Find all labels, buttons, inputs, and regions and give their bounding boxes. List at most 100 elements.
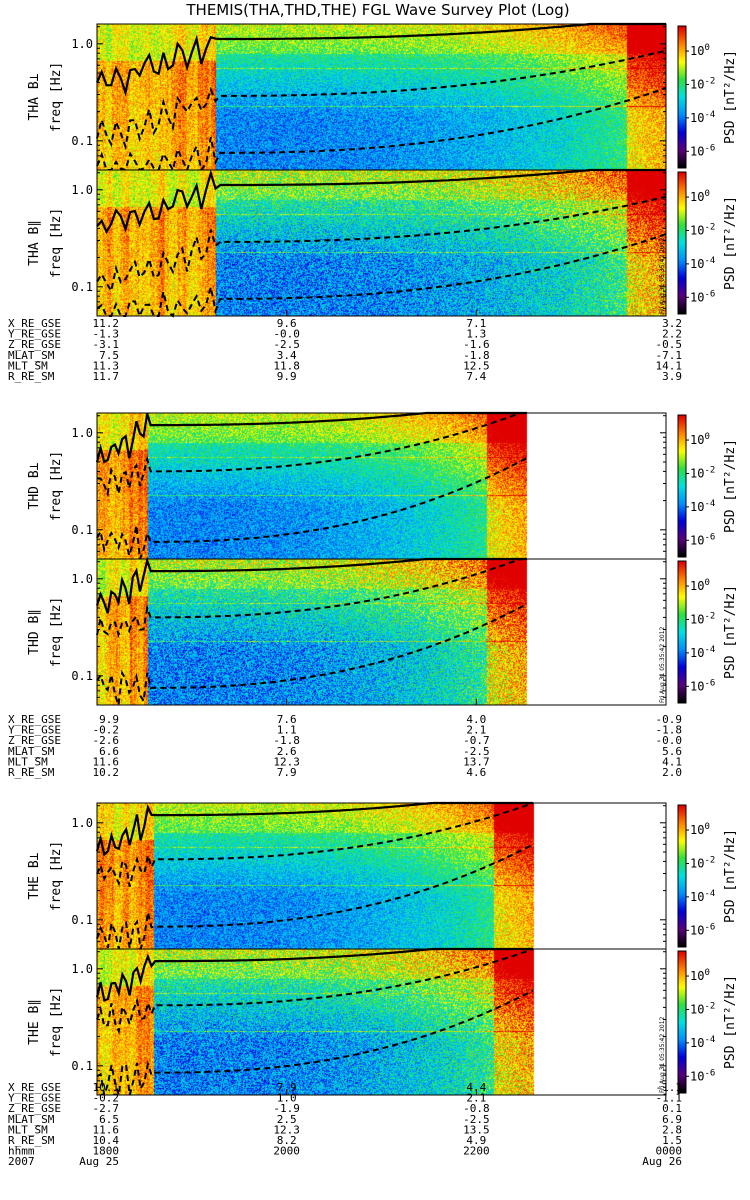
ephemeris-value: -2.5 bbox=[463, 1113, 490, 1126]
panel-label: THE B⊥ bbox=[27, 852, 42, 899]
ephemeris-value: -1.8 bbox=[273, 734, 300, 747]
generation-timestamp: Fri Aug 31 05:35:42 2012 bbox=[659, 237, 666, 314]
colorbar-tick-label: 10-2 bbox=[690, 611, 715, 626]
ephemeris-value: 13.7 bbox=[463, 755, 490, 768]
y-axis-label: freq [Hz] bbox=[49, 841, 64, 911]
y-tick-label: 0.1 bbox=[71, 523, 93, 537]
colorbar-frame bbox=[677, 560, 687, 704]
ephemeris-value: -0.0 bbox=[656, 734, 683, 747]
ephemeris-value: 4.6 bbox=[466, 766, 486, 779]
y-tick-label: 0.1 bbox=[71, 913, 93, 927]
spectrogram-image bbox=[97, 803, 666, 949]
ephemeris-value: 3.2 bbox=[662, 317, 682, 330]
spectrogram-image bbox=[97, 24, 666, 170]
generation-timestamp: Fri Aug 31 05:35:42 2012 bbox=[659, 1016, 666, 1093]
ephemeris-value: -1.8 bbox=[463, 349, 490, 362]
ephemeris-label: X_RE_GSE bbox=[8, 317, 61, 330]
colorbar-tick-label: 100 bbox=[690, 432, 710, 447]
dashed-line-series bbox=[96, 843, 534, 950]
colorbar-tick-label: 100 bbox=[690, 578, 710, 593]
colorbar-tick-label: 10-2 bbox=[690, 76, 715, 91]
ephemeris-thd: X_RE_GSE 9.9 7.6 4.0 -0.9Y_RE_GSE -0.2 1.1 2.1-… bbox=[8, 713, 682, 779]
ephemeris-value: 4.0 bbox=[466, 713, 486, 726]
ephemeris-value: 11.8 bbox=[273, 359, 300, 372]
ephemeris-value: -2.7 bbox=[93, 1102, 120, 1115]
ephemeris-label: Z_RE_GSE bbox=[8, 338, 61, 351]
chart-title: THEMIS(THA,THD,THE) FGL Wave Survey Plot… bbox=[185, 1, 569, 19]
ephemeris-value: -1.9 bbox=[273, 1102, 300, 1115]
ephemeris-value: 10.2 bbox=[93, 766, 120, 779]
ephemeris-value: 11.6 bbox=[93, 1123, 120, 1136]
colorbar-image bbox=[678, 951, 686, 1093]
dashed-line-series bbox=[96, 603, 528, 706]
ephemeris-value: 0.1 bbox=[662, 1102, 682, 1115]
colorbar-frame bbox=[677, 950, 687, 1094]
ephemeris-value: -0.8 bbox=[463, 1102, 490, 1115]
colorbar-tick-label: 10-6 bbox=[690, 143, 715, 158]
ephemeris-value: 11.7 bbox=[93, 370, 120, 383]
ephemeris-value: 9.6 bbox=[277, 317, 297, 330]
ephemeris-label: R_RE_SM bbox=[8, 766, 55, 779]
spectrogram-image bbox=[97, 949, 666, 1095]
ephemeris-label: X_RE_GSE bbox=[8, 1081, 61, 1094]
x-tick-label: 2000 bbox=[273, 1145, 300, 1158]
ephemeris-value: -2.5 bbox=[463, 745, 490, 758]
ephemeris-value: 10.4 bbox=[93, 1134, 120, 1147]
panel-the-bpar: 1.0 0.1 freq [Hz] THE B∥ 100 10-2 10-4 10-6 PSD … bbox=[27, 947, 738, 1096]
panel-tha-bpar: 1.0 0.1 freq [Hz] THA B∥ 100 10-2 10-4 10-6 PSD … bbox=[27, 168, 738, 319]
ephemeris-value: -0.5 bbox=[656, 338, 683, 351]
ephemeris-value: 2.0 bbox=[662, 766, 682, 779]
ephemeris-value: 7.6 bbox=[277, 713, 297, 726]
ephemeris-value: 12.3 bbox=[273, 755, 300, 768]
colorbar-image bbox=[678, 561, 686, 703]
colorbar-tick-label: 10-4 bbox=[690, 889, 715, 904]
ephemeris-value: -2.6 bbox=[93, 734, 120, 747]
ephemeris-value: -2.5 bbox=[273, 338, 300, 351]
spectrogram-image bbox=[97, 413, 666, 559]
ephemeris-label: MLAT_SM bbox=[8, 1113, 55, 1126]
ephemeris-value: 11.6 bbox=[93, 755, 120, 768]
panel-label: THE B∥ bbox=[27, 999, 42, 1045]
colorbar-tick-label: 10-2 bbox=[690, 222, 715, 237]
ephemeris-value: 5.6 bbox=[662, 745, 682, 758]
panel-label: THA B⊥ bbox=[27, 73, 42, 120]
ephemeris-value: 2.1 bbox=[466, 724, 486, 737]
colorbar-tick-label: 10-4 bbox=[690, 1035, 715, 1050]
ephemeris-value: 2.8 bbox=[662, 1123, 682, 1136]
ephemeris-value: 6.6 bbox=[99, 745, 119, 758]
panel-frame bbox=[96, 169, 667, 317]
spectrogram-image bbox=[97, 559, 666, 705]
x-tick-label: 2200 bbox=[463, 1145, 490, 1158]
ephemeris-value: -7.1 bbox=[656, 349, 683, 362]
colorbar-frame bbox=[677, 804, 687, 948]
colorbar-tick-label: 10-4 bbox=[690, 110, 715, 125]
generation-timestamp: Fri Aug 31 05:35:42 2012 bbox=[659, 626, 666, 703]
ephemeris-label: MLT_SM bbox=[8, 755, 48, 768]
ephemeris-value: 9.9 bbox=[99, 713, 119, 726]
y-tick-label: 0.1 bbox=[71, 134, 93, 148]
ephemeris-value: -0.9 bbox=[656, 713, 683, 726]
ephemeris-label: MLAT_SM bbox=[8, 349, 55, 362]
plot-content: 1.0 0.1 freq [Hz] THA B⊥ 100 10-2 10-4 10-6 PSD … bbox=[8, 22, 738, 1168]
y-axis-label: freq [Hz] bbox=[49, 62, 64, 132]
colorbar-image bbox=[678, 415, 686, 557]
solid-line-series bbox=[95, 22, 666, 97]
colorbar-image bbox=[678, 805, 686, 947]
dashed-line-series bbox=[96, 412, 527, 498]
ephemeris-label: X_RE_GSE bbox=[8, 713, 61, 726]
x-date-label: Aug 25 bbox=[79, 1155, 119, 1168]
colorbar-label: PSD [nT²/Hz] bbox=[723, 829, 738, 923]
dashed-line-series bbox=[96, 802, 534, 887]
ephemeris-label: Y_RE_GSE bbox=[8, 724, 61, 737]
panel-frame bbox=[96, 948, 667, 1096]
colorbar-label: PSD [nT²/Hz] bbox=[723, 196, 738, 290]
colorbar-tick-label: 10-6 bbox=[690, 289, 715, 304]
ephemeris-value: 7.9 bbox=[277, 766, 297, 779]
x-date-label: Aug 26 bbox=[642, 1155, 682, 1168]
ephemeris-value: 4.1 bbox=[662, 755, 682, 768]
ephemeris-label: MLT_SM bbox=[8, 1123, 48, 1136]
colorbar-label: PSD [nT²/Hz] bbox=[723, 439, 738, 533]
colorbar-tick-label: 100 bbox=[690, 822, 710, 837]
time-row-label: hhmm bbox=[8, 1145, 35, 1158]
ephemeris-value: 8.2 bbox=[277, 1134, 297, 1147]
